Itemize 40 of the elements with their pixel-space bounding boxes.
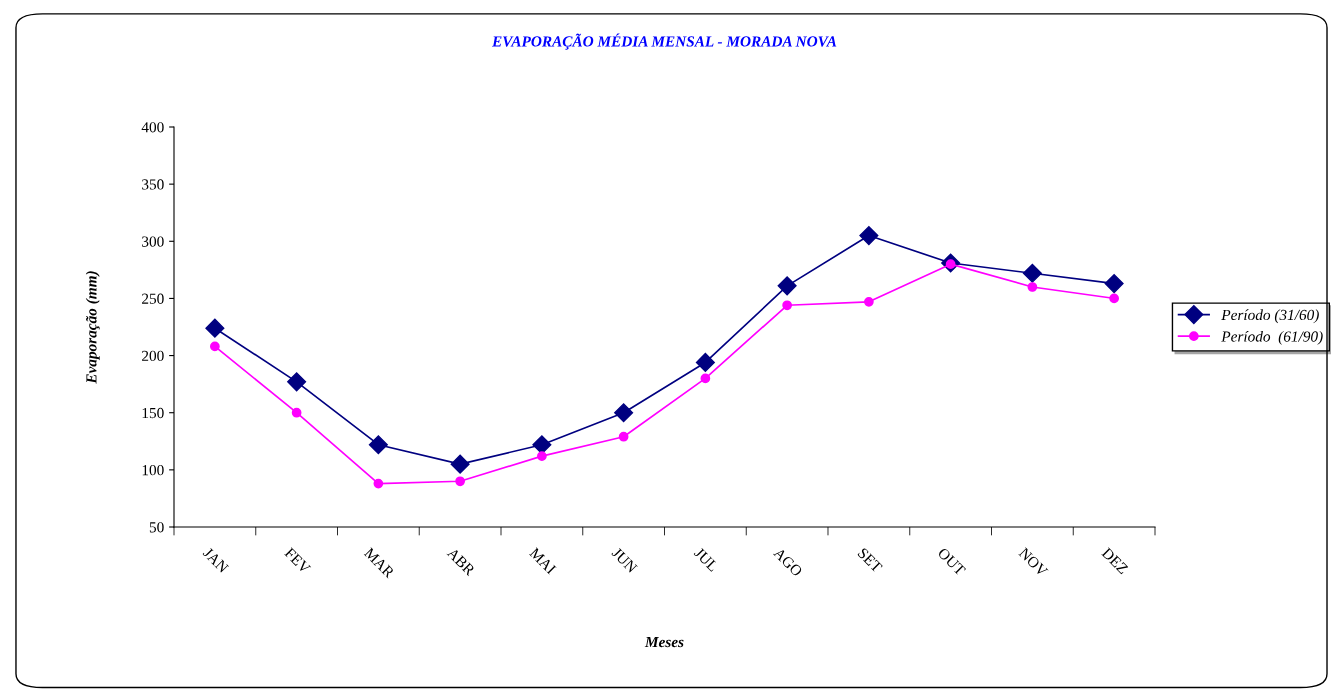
y-tick-label: 400 — [141, 122, 164, 133]
point — [777, 276, 797, 296]
point — [618, 431, 629, 442]
y-tick-label: 100 — [142, 465, 164, 476]
point — [859, 226, 879, 246]
x-tick-label: JAN — [202, 547, 230, 574]
y-tick-label: 50 — [149, 522, 164, 533]
y-tick-label: 350 — [142, 179, 164, 190]
point — [614, 403, 634, 423]
point — [1104, 274, 1124, 294]
y-tick-label: 250 — [142, 293, 164, 304]
legend-label: Período (61/90) — [1221, 330, 1323, 345]
chart-title: EVAPORAÇÃO MÉDIA MENSAL - MORADA NOVA — [491, 33, 837, 50]
point — [1109, 293, 1119, 304]
point — [537, 451, 547, 462]
y-tick-label: 200 — [142, 350, 164, 362]
x-axis-title: Meses — [644, 637, 684, 648]
point — [864, 296, 874, 307]
point — [695, 352, 715, 372]
y-axis-title: Evaporação (mm) — [85, 271, 100, 384]
point — [205, 318, 225, 338]
point — [1022, 263, 1042, 283]
x-tick-label: JUL — [693, 547, 719, 572]
y-tick-label: 150 — [142, 407, 164, 419]
y-tick-label: 300 — [142, 236, 164, 247]
point — [287, 372, 307, 392]
point — [782, 300, 792, 311]
point — [1027, 282, 1038, 292]
x-tick-label: FEV — [283, 547, 312, 575]
point — [210, 341, 220, 352]
x-tick-label: SET — [857, 547, 883, 574]
point — [532, 435, 552, 455]
point — [450, 454, 470, 474]
point — [455, 476, 465, 487]
point — [291, 407, 302, 418]
point — [373, 478, 384, 489]
point — [368, 435, 388, 455]
legend-label: Período (31/60) — [1221, 309, 1319, 324]
x-tick-label: JUN — [611, 547, 638, 574]
point — [700, 373, 711, 384]
